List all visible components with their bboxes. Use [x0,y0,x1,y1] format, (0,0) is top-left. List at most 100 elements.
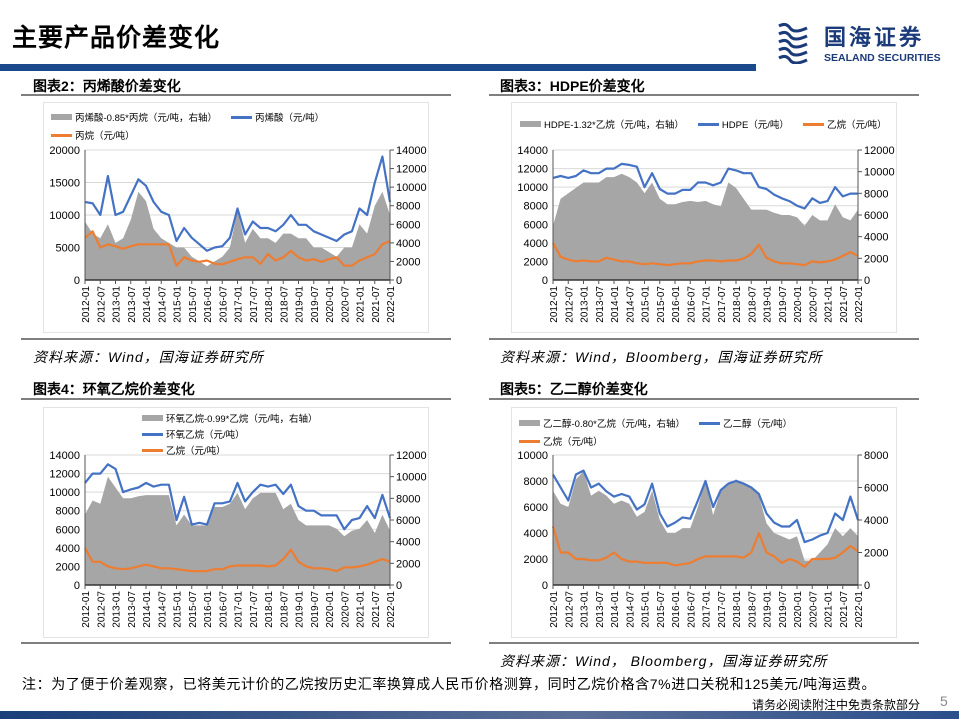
x-tick-label: 2020-01 [325,286,336,323]
y-tick-label-right: 12000 [864,145,895,157]
x-tick-label: 2012-01 [549,286,560,323]
y-tick-label-right: 6000 [396,219,420,231]
divider [489,398,919,400]
x-tick-label: 2014-07 [625,286,636,323]
header-accent-bar [0,64,756,71]
x-tick-label: 2017-07 [249,286,260,323]
legend-item-feedstock: 乙烷（元/吨） [519,434,603,448]
y-tick-label-right: 0 [864,580,870,592]
legend-item-product: HDPE（元/吨） [697,117,789,131]
x-tick-label: 2021-07 [371,286,382,323]
x-tick-label: 2018-07 [279,286,290,323]
y-tick-label-left: 10000 [49,210,80,222]
x-tick-label: 2017-01 [702,591,713,628]
y-tick-label-left: 14000 [517,145,548,157]
x-tick-label: 2013-07 [127,591,138,628]
x-tick-label: 2021-01 [356,591,367,628]
y-tick-label-left: 14000 [49,450,80,462]
x-tick-label: 2018-01 [264,286,275,323]
chart-svg: 0 2000 4000 6000 8000 10000 12000 14000 0 2000 400… [49,450,426,628]
x-tick-label: 2019-07 [778,591,789,628]
x-tick-label: 2016-01 [203,286,214,323]
legend-item-feedstock: 乙烷（元/吨） [142,443,226,457]
y-tick-label-left: 4000 [524,238,548,250]
chart-title-hdpe: 图表3：HDPE价差变化 [500,78,645,94]
x-tick-label: 2012-07 [564,591,575,628]
y-tick-label-left: 20000 [49,145,80,157]
y-tick-label-right: 2000 [864,253,888,265]
y-tick-label-left: 4000 [56,543,80,555]
legend-item-feedstock: 乙烷（元/吨） [802,117,887,131]
x-tick-label: 2018-01 [732,286,743,323]
x-tick-label: 2014-07 [157,286,168,323]
x-tick-label: 2019-01 [763,286,774,323]
y-tick-label-left: 0 [542,580,548,592]
y-tick-label-right: 6000 [396,515,420,527]
divider [489,642,919,644]
x-tick-label: 2012-01 [81,591,92,628]
x-tick-label: 2017-01 [234,591,245,628]
spread-area [553,471,858,585]
chart-svg: 0 2000 4000 6000 8000 10000 12000 14000 0 2000 400… [517,145,895,323]
page-title: 主要产品价差变化 [12,24,221,52]
y-tick-label-right: 0 [396,580,402,592]
legend-item-product: 乙二醇（元/吨） [699,416,792,430]
feedstock-price-line [84,547,391,573]
footnote: 注：为了便于价差观察，已将美元计价的乙烷按历史汇率换算成人民币价格测算，同时乙烷… [22,676,877,692]
chart-acrylic-acid: 0 5000 10000 15000 20000 0 2000 4000 6000 8000 100… [43,102,429,333]
x-tick-label: 2021-07 [839,286,850,323]
x-tick-label: 2012-07 [564,286,575,323]
y-tick-label-left: 15000 [49,178,80,190]
x-tick-label: 2015-01 [641,591,652,628]
x-tick-label: 2019-01 [763,591,774,628]
feedstock-price-line [551,526,859,568]
y-tick-label-right: 12000 [396,164,427,176]
x-tick-label: 2015-01 [173,286,184,323]
divider [21,642,451,644]
legend-item-spread: 丙烯酸-0.85*丙烷（元/吨，右轴） [51,110,217,124]
product-price-line [84,155,392,252]
chart-meg: 0 2000 4000 6000 8000 10000 0 2000 4000 6000 8000 2… [511,407,897,638]
x-tick-label: 2015-01 [173,591,184,628]
y-tick-label-left: 8000 [524,476,548,488]
x-tick-label: 2016-01 [671,591,682,628]
chart-title-acrylic: 图表2：丙烯酸价差变化 [33,78,181,94]
y-tick-label-left: 10000 [517,182,548,194]
divider [21,338,451,340]
x-tick-label: 2020-07 [340,286,351,323]
y-tick-label-left: 12000 [49,469,80,481]
x-tick-label: 2016-01 [203,591,214,628]
x-tick-label: 2014-07 [157,591,168,628]
x-tick-label: 2018-07 [747,591,758,628]
y-tick-label-right: 6000 [864,210,888,222]
x-tick-label: 2015-01 [641,286,652,323]
x-tick-label: 2014-01 [610,286,621,323]
y-tick-label-right: 2000 [396,558,420,570]
x-tick-label: 2022-01 [386,286,397,323]
feedstock-price-line [552,242,859,267]
footer-bar [0,711,959,719]
x-tick-label: 2016-01 [671,286,682,323]
legend-item-product: 环氧乙烷（元/吨） [142,427,245,441]
x-tick-label: 2017-01 [702,286,713,323]
y-tick-label-right: 10000 [396,182,427,194]
x-tick-label: 2017-01 [234,286,245,323]
divider [21,94,451,96]
x-tick-label: 2018-01 [732,591,743,628]
product-price-line [552,162,858,210]
y-tick-label-right: 8000 [396,201,420,213]
x-tick-label: 2016-07 [218,286,229,323]
company-logo: 国海证券 SEALAND SECURITIES [776,20,956,66]
x-tick-label: 2013-01 [112,286,123,323]
chart-svg: 0 5000 10000 15000 20000 0 2000 4000 6000 8000 100… [49,145,427,323]
x-tick-label: 2013-07 [595,286,606,323]
chart-title-eo: 图表4：环氧乙烷价差变化 [33,381,195,397]
x-tick-label: 2020-01 [793,286,804,323]
x-tick-label: 2013-07 [595,591,606,628]
y-tick-label-right: 6000 [864,483,888,495]
y-tick-label-right: 8000 [864,188,888,200]
x-tick-label: 2022-01 [386,591,397,628]
y-tick-label-left: 6000 [524,219,548,231]
disclaimer: 请务必阅读附注中免责条款部分 [752,698,921,712]
x-tick-label: 2020-01 [325,591,336,628]
